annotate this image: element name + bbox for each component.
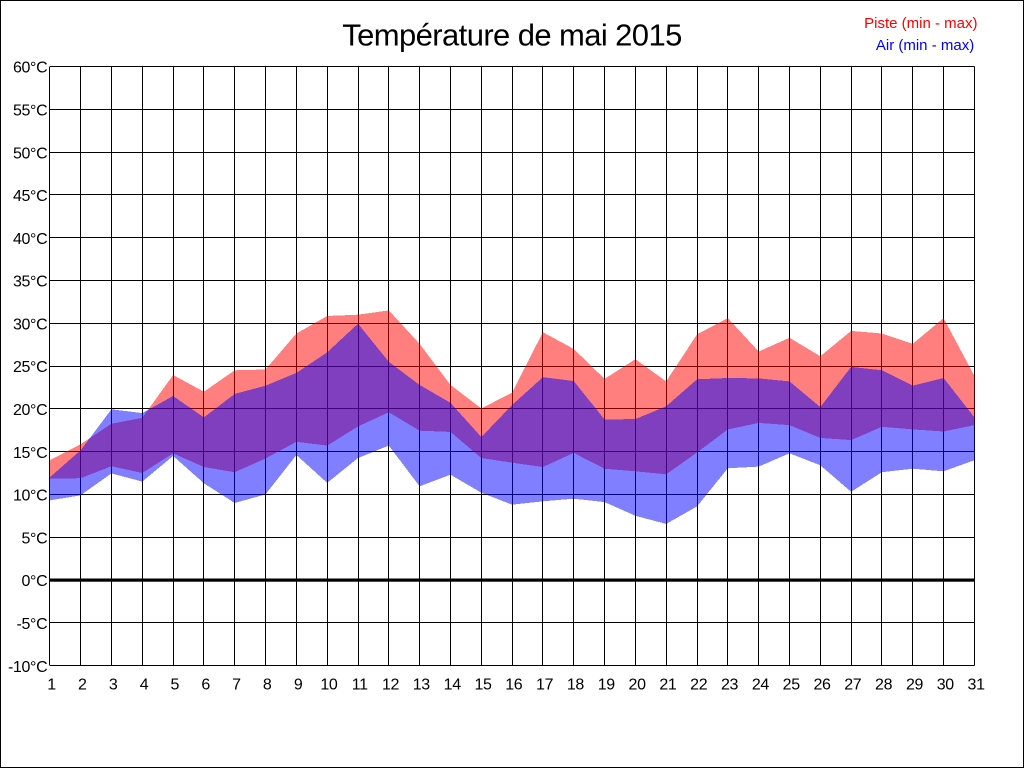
svg-text:0°C: 0°C	[21, 573, 47, 590]
svg-text:23: 23	[721, 676, 739, 693]
svg-text:9: 9	[294, 676, 303, 693]
svg-text:26: 26	[813, 676, 831, 693]
svg-text:29: 29	[906, 676, 924, 693]
svg-text:17: 17	[536, 676, 554, 693]
svg-text:10: 10	[320, 676, 338, 693]
svg-text:4: 4	[140, 676, 149, 693]
svg-text:25: 25	[783, 676, 801, 693]
svg-text:22: 22	[690, 676, 708, 693]
svg-text:Air (min - max): Air (min - max)	[876, 37, 974, 54]
svg-text:13: 13	[413, 676, 431, 693]
svg-text:21: 21	[659, 676, 677, 693]
svg-text:5°C: 5°C	[21, 530, 47, 547]
svg-text:25°C: 25°C	[13, 359, 47, 376]
svg-text:10°C: 10°C	[13, 488, 47, 505]
svg-text:18: 18	[567, 676, 585, 693]
svg-text:7: 7	[232, 676, 241, 693]
svg-text:35°C: 35°C	[13, 274, 47, 291]
svg-text:Piste (min - max): Piste (min - max)	[864, 15, 977, 32]
svg-text:1: 1	[47, 676, 56, 693]
svg-text:20°C: 20°C	[13, 402, 47, 419]
svg-text:-5°C: -5°C	[17, 616, 48, 633]
svg-text:3: 3	[109, 676, 118, 693]
svg-text:15°C: 15°C	[13, 445, 47, 462]
svg-text:20: 20	[629, 676, 647, 693]
svg-text:45°C: 45°C	[13, 188, 47, 205]
svg-text:2: 2	[78, 676, 87, 693]
svg-text:27: 27	[844, 676, 862, 693]
svg-text:24: 24	[752, 676, 770, 693]
svg-text:8: 8	[263, 676, 272, 693]
svg-text:55°C: 55°C	[13, 103, 47, 120]
svg-text:30°C: 30°C	[13, 316, 47, 333]
svg-text:31: 31	[968, 676, 986, 693]
svg-text:6: 6	[201, 676, 210, 693]
svg-text:Température de mai 2015: Température de mai 2015	[342, 18, 681, 53]
svg-text:15: 15	[474, 676, 492, 693]
svg-text:40°C: 40°C	[13, 231, 47, 248]
svg-text:-10°C: -10°C	[8, 659, 47, 676]
svg-text:16: 16	[505, 676, 523, 693]
svg-text:12: 12	[382, 676, 400, 693]
svg-text:19: 19	[598, 676, 616, 693]
svg-text:14: 14	[444, 676, 462, 693]
svg-text:30: 30	[937, 676, 955, 693]
svg-text:28: 28	[875, 676, 893, 693]
svg-text:5: 5	[171, 676, 180, 693]
svg-text:60°C: 60°C	[13, 60, 47, 77]
svg-text:11: 11	[352, 676, 368, 693]
svg-text:50°C: 50°C	[13, 145, 47, 162]
